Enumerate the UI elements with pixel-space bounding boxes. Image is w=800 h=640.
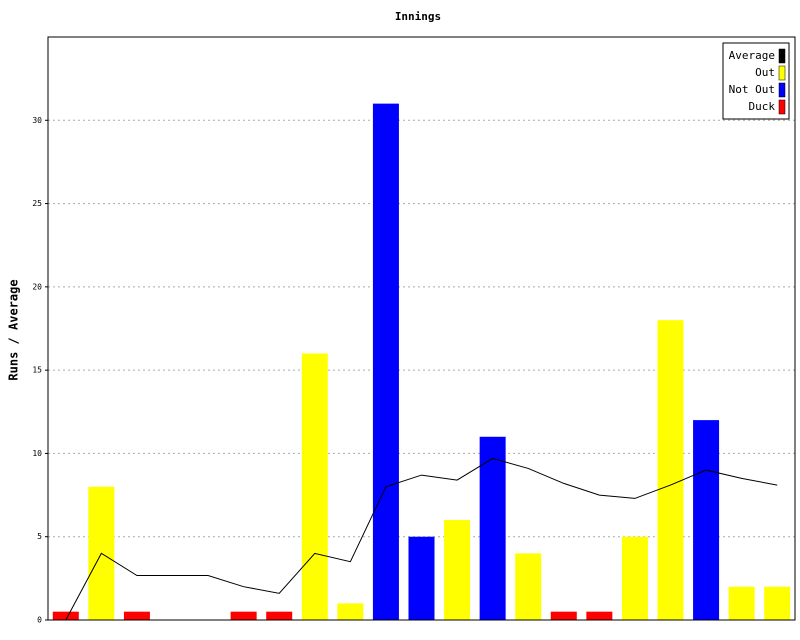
bar <box>515 553 542 620</box>
y-tick-label: 30 <box>32 116 42 125</box>
legend-label: Duck <box>749 100 776 113</box>
legend: Average Out Not Out Duck <box>722 42 790 120</box>
y-tick-label: 10 <box>32 449 42 458</box>
plot-frame <box>47 36 796 621</box>
bar <box>301 353 328 620</box>
bar <box>586 611 613 620</box>
bar <box>764 586 791 620</box>
bar <box>337 603 364 620</box>
y-tick-label: 5 <box>37 532 42 541</box>
legend-swatch <box>778 82 786 98</box>
legend-label: Not Out <box>729 83 775 96</box>
legend-swatch <box>778 48 786 64</box>
y-tick-label: 0 <box>37 616 42 625</box>
marks <box>52 103 791 621</box>
bar <box>444 520 471 620</box>
bar <box>479 436 506 620</box>
bar <box>372 103 399 621</box>
y-axis-label: Runs / Average <box>7 279 21 380</box>
chart-title: Innings <box>395 10 441 23</box>
bar <box>621 536 648 620</box>
legend-label: Average <box>729 49 775 62</box>
bar <box>657 320 684 620</box>
legend-swatch <box>778 99 786 115</box>
bar <box>693 420 720 620</box>
y-tick-label: 15 <box>32 366 42 375</box>
bar <box>728 586 755 620</box>
y-tick-label: 25 <box>32 199 42 208</box>
average-line <box>65 457 778 621</box>
bar <box>123 611 150 620</box>
bar <box>550 611 577 620</box>
legend-swatch <box>778 65 786 81</box>
bar <box>230 611 257 620</box>
bar <box>266 611 293 620</box>
y-tick-label: 20 <box>32 282 42 291</box>
legend-box <box>722 42 790 120</box>
bar <box>52 611 79 620</box>
bar <box>408 536 435 620</box>
legend-label: Out <box>755 66 775 79</box>
